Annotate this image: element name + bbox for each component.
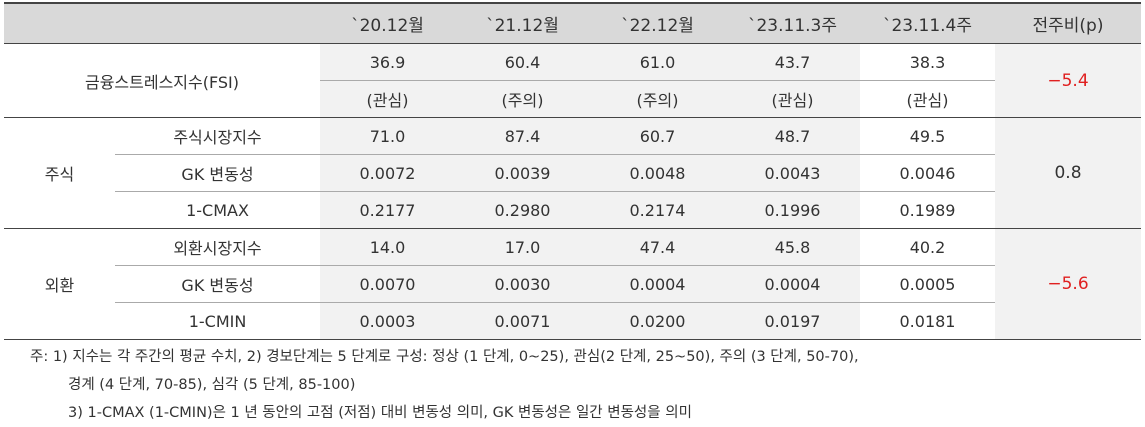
fsi-level: (주의): [455, 80, 590, 118]
row-label: GK 변동성: [115, 154, 320, 192]
fsi-level: (관심): [860, 80, 995, 118]
note-line: 경계 (4 단계, 70-85), 심각 (5 단계, 85-100): [68, 377, 356, 393]
value-cell: 48.7: [725, 117, 860, 155]
value-cell: 0.0003: [320, 302, 455, 340]
table-row: 주식 주식시장지수 71.0 87.4 60.7 48.7 49.5 0.8: [4, 117, 1141, 229]
table-row: 1-CMIN 0.0003 0.0071 0.0200 0.0197 0.0181: [4, 302, 1141, 340]
value-cell: 49.5: [860, 117, 995, 155]
value-cell: 14.0: [320, 228, 455, 266]
value-cell: 0.0070: [320, 265, 455, 303]
value-cell: 0.2980: [455, 191, 590, 229]
notes: 주: 1) 지수는 각 주간의 평균 수치, 2) 경보단계는 5 단계로 구성…: [30, 343, 859, 427]
header-cell: 전주비(p): [995, 2, 1141, 44]
header-blank: [4, 2, 320, 44]
value-cell: 0.0004: [725, 265, 860, 303]
fsi-value: 43.7: [725, 43, 860, 81]
note-line: 3) 1-CMAX (1-CMIN)은 1 년 동안의 고점 (저점) 대비 변…: [68, 405, 692, 421]
fsi-level: (관심): [725, 80, 860, 118]
table-row: (관심) (주의) (주의) (관심) (관심): [4, 80, 1141, 118]
header-cell: `20.12월: [320, 2, 455, 44]
table-body: `20.12월 `21.12월 `22.12월 `23.11.3주 `23.11.4주 전…: [4, 2, 1141, 340]
value-cell: 40.2: [860, 228, 995, 266]
fsi-value: 38.3: [860, 43, 995, 81]
value-cell: 0.0039: [455, 154, 590, 192]
change-cell: −5.4: [995, 43, 1141, 118]
fsi-table: `20.12월 `21.12월 `22.12월 `23.11.3주 `23.11.4주 전…: [4, 2, 1141, 340]
header-cell: `23.11.3주: [725, 2, 860, 44]
row-label: GK 변동성: [115, 265, 320, 303]
change-cell: −5.6: [995, 228, 1141, 340]
value-cell: 60.7: [590, 117, 725, 155]
value-cell: 0.0200: [590, 302, 725, 340]
value-cell: 0.0004: [590, 265, 725, 303]
fsi-value: 61.0: [590, 43, 725, 81]
value-cell: 0.0072: [320, 154, 455, 192]
group-label: 주식: [4, 117, 115, 229]
value-cell: 0.0046: [860, 154, 995, 192]
value-cell: 0.0197: [725, 302, 860, 340]
header-row: `20.12월 `21.12월 `22.12월 `23.11.3주 `23.11.4주 전…: [4, 2, 1141, 44]
row-label: 외환시장지수: [115, 228, 320, 266]
group-label: 외환: [4, 228, 115, 340]
note-line: 주: 1) 지수는 각 주간의 평균 수치, 2) 경보단계는 5 단계로 구성…: [30, 349, 859, 365]
value-cell: 0.2177: [320, 191, 455, 229]
value-cell: 0.0071: [455, 302, 590, 340]
fsi-value: 36.9: [320, 43, 455, 81]
fsi-level: (관심): [320, 80, 455, 118]
value-cell: 87.4: [455, 117, 590, 155]
fsi-label: 금융스트레스지수(FSI): [4, 43, 320, 118]
value-cell: 71.0: [320, 117, 455, 155]
value-cell: 0.0043: [725, 154, 860, 192]
value-cell: 0.0005: [860, 265, 995, 303]
value-cell: 47.4: [590, 228, 725, 266]
row-label: 1-CMIN: [115, 302, 320, 340]
value-cell: 0.0048: [590, 154, 725, 192]
table-row: GK 변동성 0.0072 0.0039 0.0048 0.0043 0.0046: [4, 154, 1141, 192]
row-label: 1-CMAX: [115, 191, 320, 229]
value-cell: 0.0181: [860, 302, 995, 340]
header-cell: `22.12월: [590, 2, 725, 44]
value-cell: 0.0030: [455, 265, 590, 303]
fsi-value: 60.4: [455, 43, 590, 81]
row-label: 주식시장지수: [115, 117, 320, 155]
table-row: 1-CMAX 0.2177 0.2980 0.2174 0.1996 0.1989: [4, 191, 1141, 229]
fsi-level: (주의): [590, 80, 725, 118]
value-cell: 45.8: [725, 228, 860, 266]
value-cell: 0.1989: [860, 191, 995, 229]
table-row: 외환 외환시장지수 14.0 17.0 47.4 45.8 40.2 −5.6: [4, 228, 1141, 340]
value-cell: 17.0: [455, 228, 590, 266]
header-cell: `21.12월: [455, 2, 590, 44]
value-cell: 0.2174: [590, 191, 725, 229]
header-cell: `23.11.4주: [860, 2, 995, 44]
table-row: GK 변동성 0.0070 0.0030 0.0004 0.0004 0.0005: [4, 265, 1141, 303]
change-cell: 0.8: [995, 117, 1141, 229]
value-cell: 0.1996: [725, 191, 860, 229]
table-row: 금융스트레스지수(FSI) 36.9 60.4 61.0 43.7 38.3 −5.4: [4, 43, 1141, 118]
